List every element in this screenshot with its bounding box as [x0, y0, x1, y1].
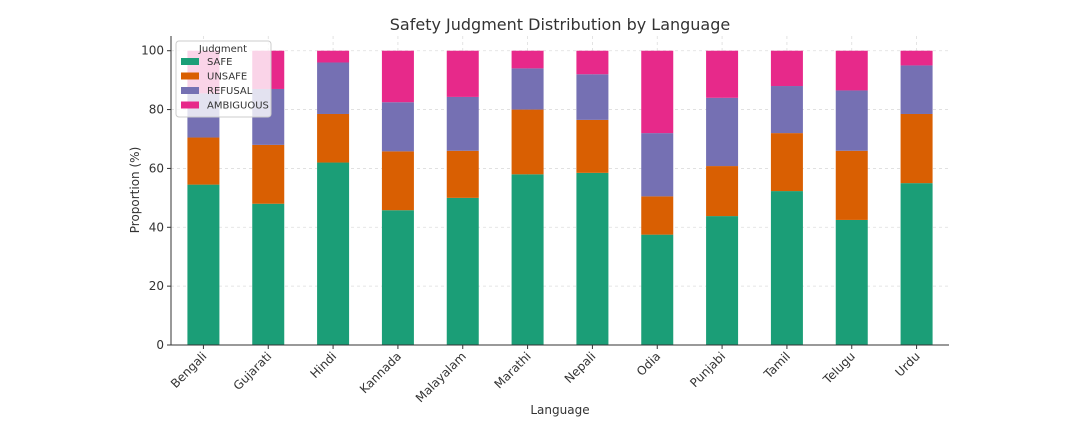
legend-label-refusal: REFUSAL: [207, 86, 253, 97]
bar-ambiguous-odia: [641, 50, 674, 134]
legend-box: [175, 40, 272, 118]
y-tick-label: 0: [156, 338, 164, 352]
bar-unsafe-bengali: [187, 137, 220, 185]
x-tick-label: Marathi: [492, 349, 534, 391]
bar-refusal-malayalam: [446, 96, 479, 151]
x-tick-label: Nepali: [562, 349, 599, 386]
legend-swatch-unsafe: [181, 72, 199, 80]
x-axis-label: Language: [530, 403, 589, 417]
legend-swatch-refusal: [181, 87, 199, 94]
bar-unsafe-odia: [641, 196, 674, 235]
bar-safe-malayalam: [446, 197, 479, 345]
bar-unsafe-malayalam: [446, 150, 479, 198]
bar-unsafe-tamil: [770, 133, 803, 192]
legend-label-unsafe: UNSAFE: [207, 72, 247, 83]
bar-unsafe-kannada: [381, 151, 414, 211]
bar-safe-gujarati: [252, 203, 285, 345]
bar-unsafe-nepali: [576, 119, 609, 173]
bar-safe-kannada: [381, 210, 414, 345]
bar-refusal-punjabi: [706, 97, 739, 167]
y-tick-label: 60: [149, 161, 164, 175]
grid-lines: [171, 36, 949, 346]
x-tick-label: Kannada: [357, 349, 404, 396]
axes: [167, 36, 949, 349]
bar-refusal-telugu: [835, 90, 868, 151]
bar-safe-tamil: [770, 191, 803, 345]
bar-unsafe-gujarati: [252, 144, 285, 204]
x-tick-label: Urdu: [892, 349, 922, 379]
bar-ambiguous-hindi: [317, 50, 350, 63]
bar-unsafe-marathi: [511, 109, 544, 175]
bar-safe-bengali: [187, 184, 220, 345]
y-tick-label: 80: [149, 103, 164, 117]
x-tick-label: Telugu: [820, 349, 858, 387]
bar-ambiguous-malayalam: [446, 50, 479, 97]
bars: [187, 50, 933, 345]
bar-ambiguous-punjabi: [706, 50, 739, 98]
bar-safe-hindi: [317, 162, 350, 345]
bar-safe-punjabi: [706, 216, 739, 345]
bar-unsafe-telugu: [835, 150, 868, 220]
x-tick-label: Odia: [634, 349, 664, 379]
bar-refusal-marathi: [511, 68, 544, 110]
bar-refusal-tamil: [770, 86, 803, 134]
x-tick-label: Gujarati: [231, 349, 275, 393]
y-tick-label: 100: [141, 44, 164, 58]
x-tick-label: Tamil: [760, 349, 793, 382]
x-tick-label: Malayalam: [413, 349, 469, 405]
y-tick-label: 20: [149, 279, 164, 293]
x-tick-label: Hindi: [307, 349, 339, 381]
bar-safe-odia: [641, 234, 674, 345]
x-tick-label: Bengali: [168, 349, 210, 391]
legend-swatch-ambiguous: [181, 101, 199, 109]
bar-refusal-urdu: [900, 65, 933, 114]
x-tick-label: Punjabi: [687, 349, 728, 390]
bar-safe-nepali: [576, 172, 609, 345]
chart-title: Safety Judgment Distribution by Language: [390, 15, 730, 34]
bar-unsafe-urdu: [900, 113, 933, 184]
bar-ambiguous-marathi: [511, 50, 544, 69]
legend-label-ambiguous: AMBIGUOUS: [207, 101, 269, 112]
bar-refusal-odia: [641, 133, 674, 197]
bar-safe-urdu: [900, 183, 933, 345]
legend-swatch-safe: [181, 58, 199, 65]
bar-ambiguous-urdu: [900, 50, 933, 66]
bar-unsafe-hindi: [317, 113, 350, 163]
legend-label-safe: SAFE: [207, 57, 232, 68]
bar-safe-telugu: [835, 219, 868, 345]
bar-refusal-hindi: [317, 62, 350, 114]
bar-ambiguous-tamil: [770, 50, 803, 87]
bar-safe-marathi: [511, 174, 544, 345]
y-tick-label: 40: [149, 220, 164, 234]
bar-refusal-nepali: [576, 74, 609, 120]
y-axis-label: Proportion (%): [128, 147, 142, 234]
bar-refusal-kannada: [381, 102, 414, 152]
bar-ambiguous-nepali: [576, 50, 609, 75]
bar-unsafe-punjabi: [706, 166, 739, 217]
bar-ambiguous-telugu: [835, 50, 868, 91]
bar-ambiguous-kannada: [381, 50, 414, 103]
legend-title: Judgment: [198, 44, 247, 55]
legend: Judgment SAFE UNSAFE REFUSAL AMBIGUOUS: [175, 40, 272, 118]
